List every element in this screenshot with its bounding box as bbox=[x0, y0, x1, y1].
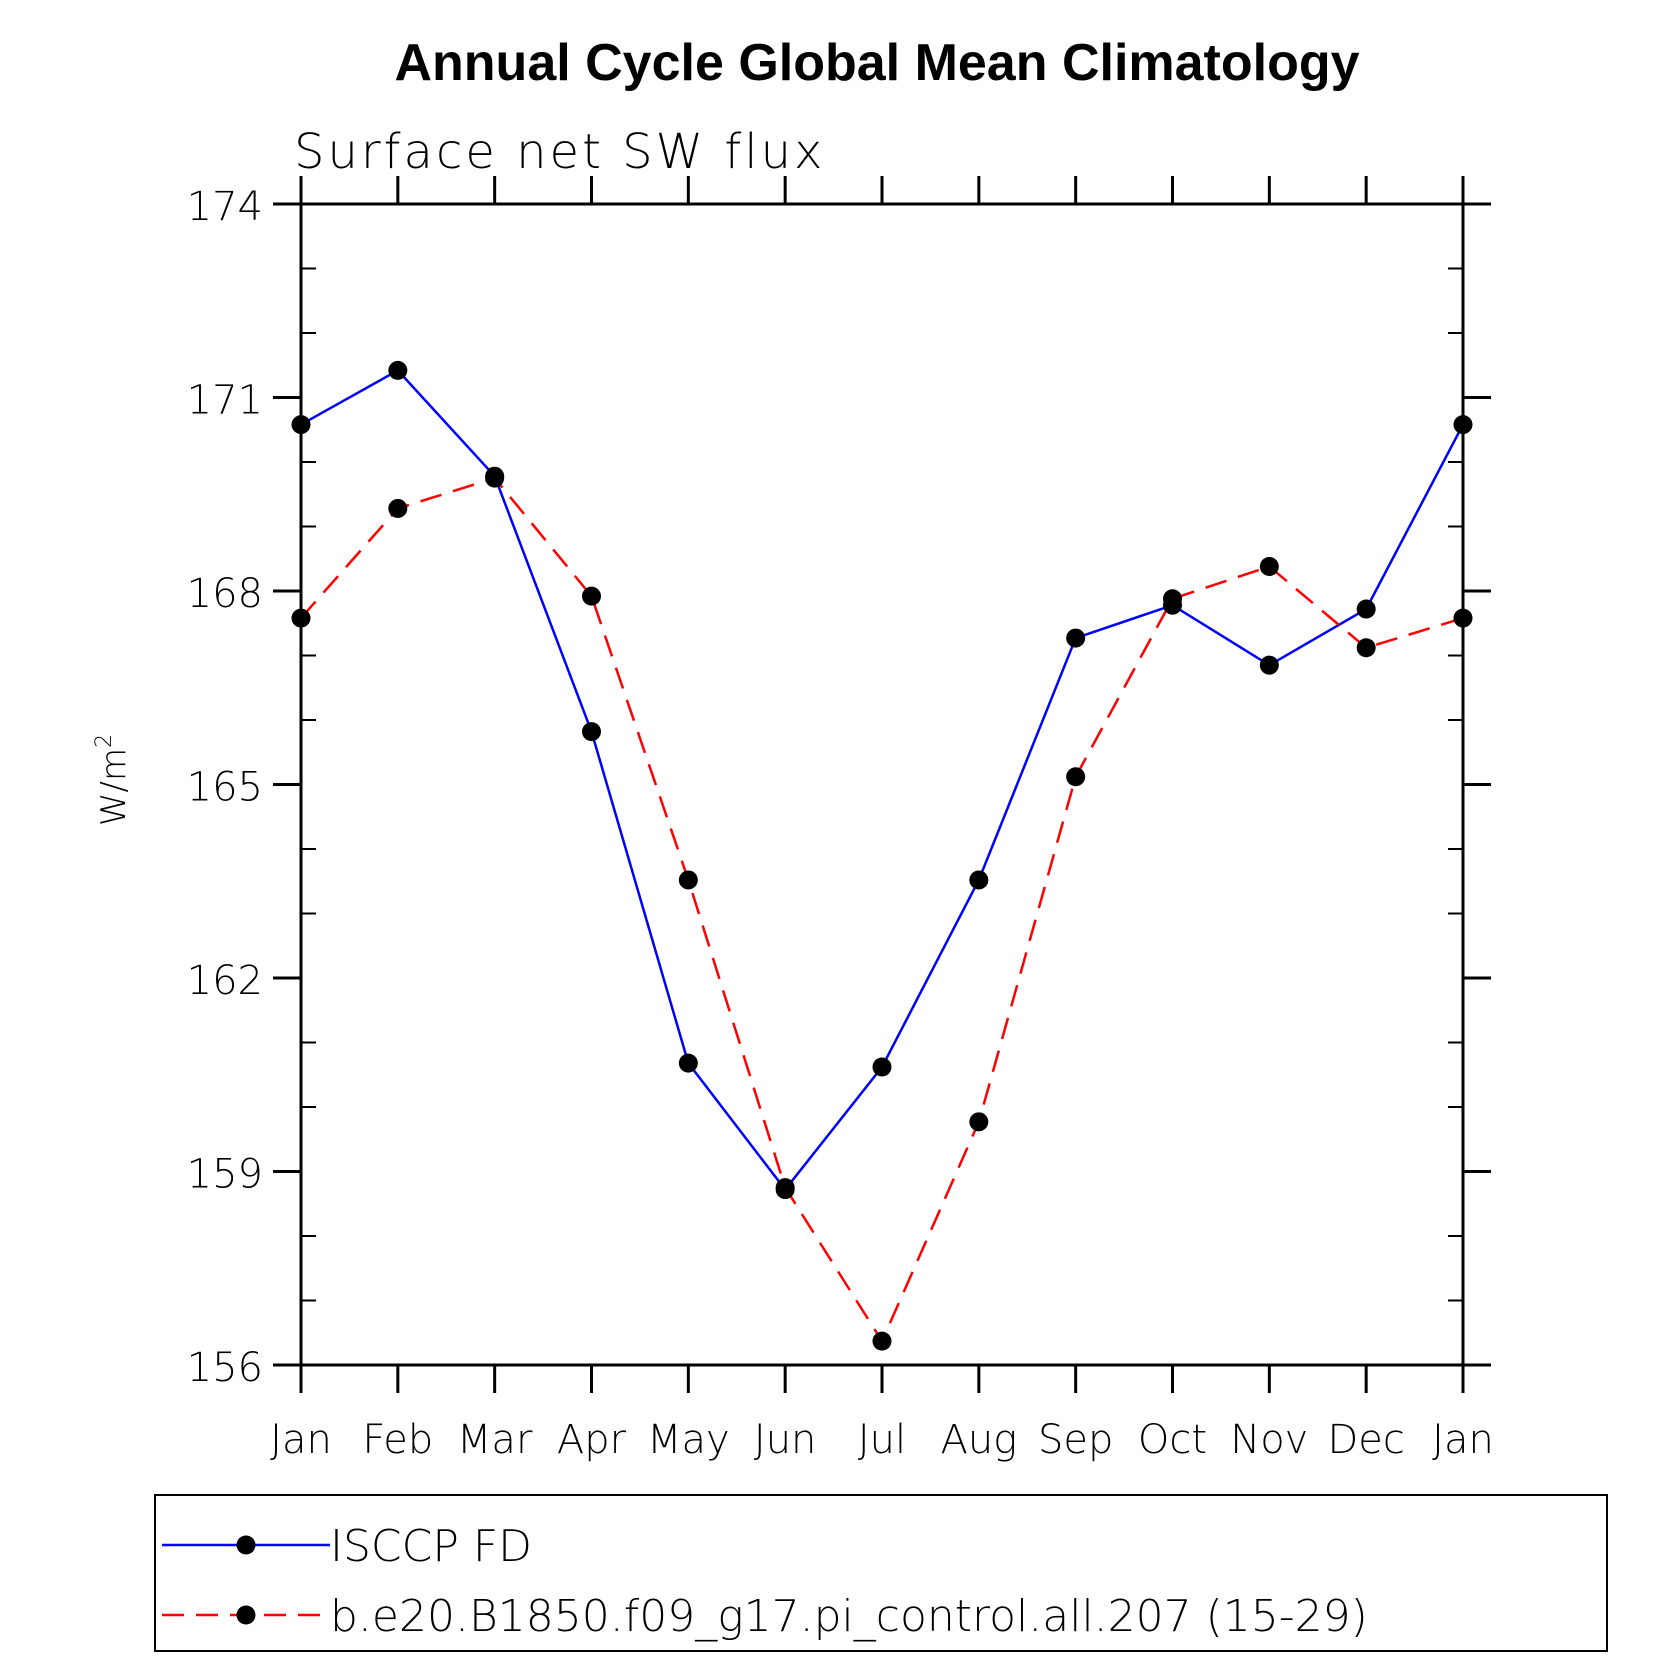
legend: ISCCP FD b.e20.B1850.f09_g17.pi_control.a… bbox=[162, 1521, 1368, 1642]
y-tick-label: 168 bbox=[187, 571, 263, 617]
series-2-point bbox=[1453, 608, 1473, 628]
x-tick-label: Oct bbox=[1138, 1417, 1207, 1463]
series-1-point bbox=[388, 360, 408, 380]
legend-marker-1 bbox=[236, 1535, 256, 1555]
y-tick-label: 156 bbox=[187, 1345, 263, 1391]
series-1-point bbox=[1066, 628, 1086, 648]
x-tick-label: Mar bbox=[457, 1417, 533, 1463]
series-1-point bbox=[1259, 655, 1279, 675]
series-1-point bbox=[291, 415, 311, 435]
series-1-point bbox=[582, 722, 601, 742]
series-1-point bbox=[872, 1057, 892, 1077]
y-tick-label: 174 bbox=[187, 184, 263, 230]
axes: Jan Feb Mar Apr May Jun Jul Aug Sep Oct Nov Dec Jan1… bbox=[187, 176, 1494, 1463]
series-2-point bbox=[1066, 767, 1086, 787]
y-tick-label: 162 bbox=[187, 958, 263, 1004]
series-2-point bbox=[678, 870, 698, 890]
x-tick-label: Nov bbox=[1230, 1417, 1308, 1463]
legend-marker-2 bbox=[236, 1605, 256, 1625]
x-tick-label: Dec bbox=[1327, 1417, 1404, 1463]
legend-box bbox=[154, 1494, 1608, 1652]
chart-subtitle: Surface net SW flux bbox=[294, 124, 825, 180]
series-2-line bbox=[300, 476, 1464, 1344]
x-tick-label: Apr bbox=[557, 1417, 627, 1463]
series-2-point bbox=[872, 1331, 892, 1351]
x-tick-label: Jan bbox=[270, 1417, 332, 1463]
chart-title: Annual Cycle Global Mean Climatology bbox=[394, 34, 1359, 92]
y-axis-label-superscript: 2 bbox=[92, 734, 117, 748]
series-2-point bbox=[1163, 589, 1182, 609]
x-tick-label: Feb bbox=[362, 1417, 433, 1463]
y-axis-label-text: W/m bbox=[94, 748, 134, 826]
series-2-point bbox=[969, 1112, 989, 1132]
plot-frame bbox=[299, 202, 1465, 1367]
series-2-point bbox=[1259, 556, 1279, 576]
x-tick-label: May bbox=[647, 1417, 730, 1463]
series-1-point bbox=[1453, 415, 1473, 435]
series-2-point bbox=[775, 1178, 795, 1198]
y-tick-label: 171 bbox=[187, 378, 263, 424]
x-tick-label: Sep bbox=[1038, 1417, 1113, 1463]
svg-text:W/m2: W/m2 bbox=[92, 734, 134, 826]
series-2-point bbox=[1356, 638, 1376, 658]
x-tick-label: Jun bbox=[754, 1417, 817, 1463]
series-1-point bbox=[969, 870, 989, 890]
legend-label-2: b.e20.B1850.f09_g17.pi_control.all.207 (… bbox=[330, 1591, 1368, 1642]
series-2-point bbox=[388, 498, 408, 518]
series-2-point bbox=[291, 608, 311, 628]
series-layer bbox=[291, 360, 1473, 1351]
legend-label-1: ISCCP FD bbox=[330, 1521, 532, 1572]
series-2-point bbox=[582, 586, 601, 606]
x-tick-label: Aug bbox=[940, 1417, 1017, 1463]
series-2-point bbox=[485, 468, 505, 488]
series-1-point bbox=[1356, 599, 1376, 619]
y-tick-label: 165 bbox=[187, 765, 263, 811]
series-1-point bbox=[678, 1053, 698, 1073]
y-tick-label: 159 bbox=[187, 1152, 263, 1198]
x-tick-label: Jan bbox=[1432, 1417, 1494, 1463]
y-axis-label: W/m2 bbox=[92, 734, 134, 826]
x-tick-label: Jul bbox=[858, 1417, 906, 1463]
